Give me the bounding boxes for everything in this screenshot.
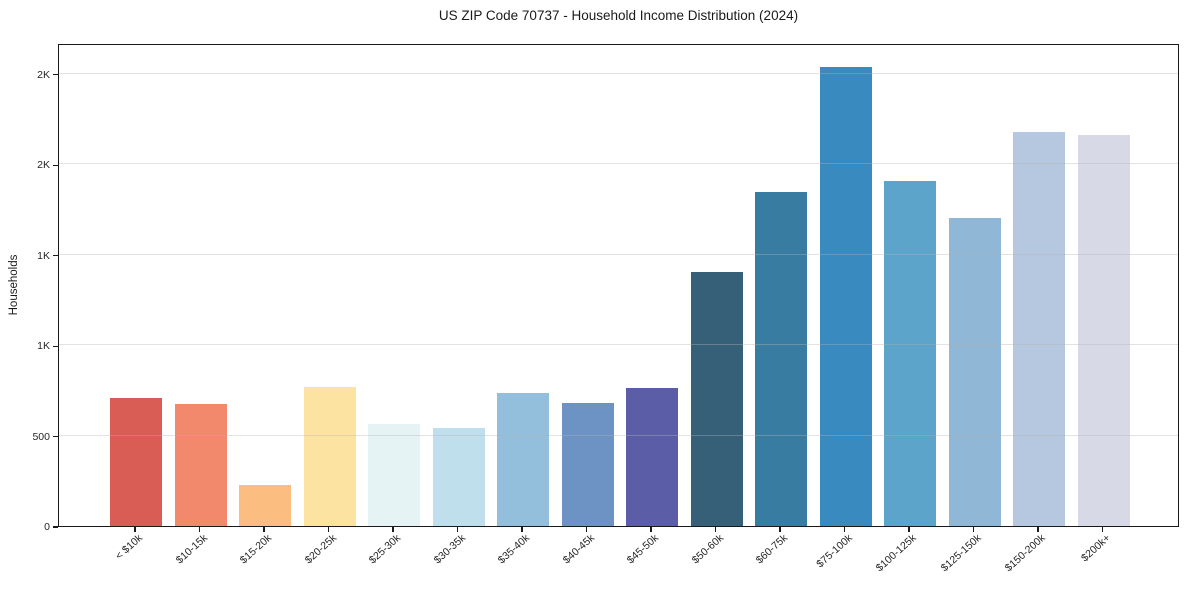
- x-tick-mark: [843, 527, 846, 532]
- bar-$20-25k: [303, 386, 356, 526]
- x-tick-mark: [134, 527, 136, 532]
- x-tick-mark: [521, 527, 523, 532]
- x-tick-mark: [456, 527, 459, 532]
- bar-$15-20k: [239, 485, 291, 526]
- x-tick-label: $20-25k: [302, 532, 339, 567]
- gridline: [59, 253, 1178, 255]
- gridline: [59, 344, 1178, 346]
- x-tick-label: < $10k: [113, 532, 146, 563]
- y-tick-label: 1K: [37, 340, 50, 353]
- y-tick-label: 2K: [37, 159, 50, 172]
- x-tick-mark: [1037, 527, 1039, 532]
- x-tick-mark: [779, 527, 781, 532]
- x-tick-label: $60-75k: [753, 532, 791, 567]
- y-tick-label: 0: [44, 521, 50, 533]
- y-tick-label: 500: [32, 430, 50, 443]
- x-tick-label: $150-200k: [1003, 532, 1049, 575]
- bar-$200k+: [1077, 135, 1130, 526]
- bar-$60-75k: [755, 192, 807, 526]
- bar-$150-200k: [1013, 131, 1065, 526]
- x-tick-mark: [327, 527, 330, 532]
- x-tick-label: $125-150k: [938, 532, 984, 575]
- x-tick-mark: [198, 527, 201, 532]
- x-tick-mark: [972, 527, 975, 532]
- chart-title: US ZIP Code 70737 - Household Income Dis…: [438, 8, 799, 23]
- x-tick-label: $35-40k: [495, 532, 533, 567]
- x-tick-mark: [908, 527, 910, 532]
- bar-$75-100k: [819, 67, 872, 526]
- y-tick-mark: [53, 526, 58, 528]
- bar-$100-125k: [884, 181, 936, 526]
- x-tick-mark: [714, 527, 717, 532]
- y-tick-mark: [53, 255, 58, 257]
- x-tick-label: $50-60k: [689, 532, 726, 567]
- y-tick-mark: [53, 345, 58, 347]
- bar-< $10k: [110, 398, 162, 526]
- gridline: [59, 163, 1178, 165]
- gridline: [59, 72, 1178, 74]
- y-tick-mark: [53, 164, 58, 166]
- bar-$30-35k: [432, 428, 485, 526]
- bar-$35-40k: [497, 393, 549, 526]
- x-tick-label: $45-50k: [624, 532, 662, 567]
- bar-$45-50k: [626, 387, 678, 526]
- x-tick-label: $75-100k: [813, 532, 855, 571]
- x-tick-label: $15-20k: [237, 532, 275, 567]
- y-tick-label: 2K: [37, 68, 50, 81]
- x-tick-label: $10-15k: [173, 532, 210, 567]
- plot-area: [58, 44, 1179, 527]
- bar-$125-150k: [948, 218, 1001, 526]
- gridline: [59, 434, 1178, 436]
- x-tick-mark: [392, 527, 394, 532]
- x-tick-label: $40-45k: [560, 532, 597, 567]
- bar-$10-15k: [174, 403, 227, 526]
- x-tick-mark: [1101, 527, 1104, 532]
- x-tick-mark: [585, 527, 588, 532]
- x-tick-label: $200k+: [1078, 532, 1113, 565]
- x-tick-mark: [263, 527, 265, 532]
- y-tick-mark: [53, 74, 58, 76]
- x-tick-mark: [650, 527, 652, 532]
- bar-$40-45k: [561, 403, 614, 526]
- x-tick-label: $30-35k: [431, 532, 468, 567]
- y-tick-mark: [53, 435, 58, 438]
- bar-$50-60k: [690, 271, 743, 526]
- x-tick-label: $25-30k: [366, 532, 404, 567]
- bar-$25-30k: [368, 423, 420, 526]
- x-tick-label: $100-125k: [874, 532, 920, 575]
- y-tick-label: 1K: [37, 249, 50, 262]
